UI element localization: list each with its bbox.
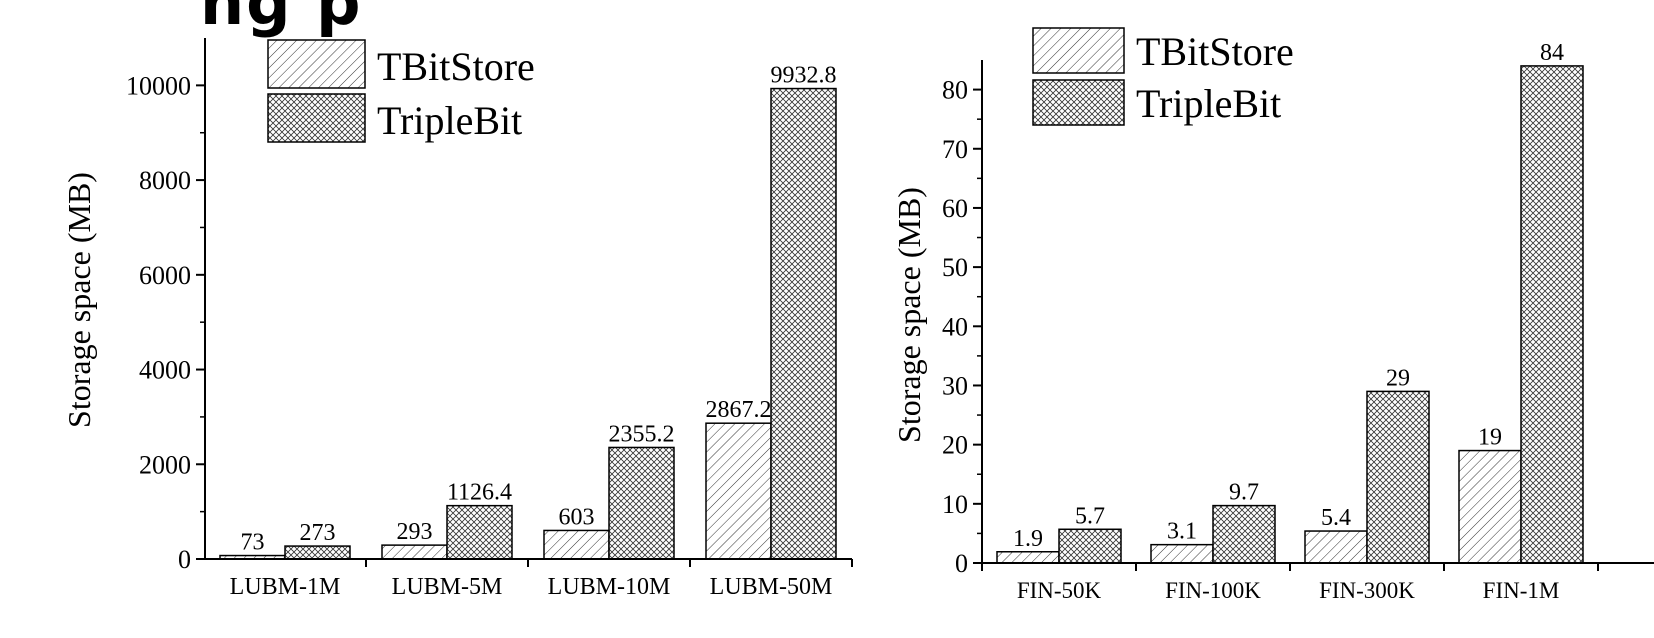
x-tick-label: LUBM-50M (710, 574, 833, 600)
x-tick-label: FIN-100K (1165, 578, 1261, 603)
bar-triplebit-lubm-50m (770, 87, 837, 560)
fin-storage-chart: 1.9 5.7 FIN-50K 3.1 9.7 FIN-100K 5.4 29 FIN-300K… (891, 27, 1654, 603)
page-header-fragment: ng p (200, 0, 363, 39)
y-tick-label: 6000 (139, 261, 191, 290)
y-tick-label: 50 (942, 253, 968, 282)
bar-tbitstore-fin-1m (1458, 449, 1522, 564)
y-tick-label: 10 (942, 490, 968, 519)
y-tick-label: 0 (178, 545, 191, 574)
bar-triplebit-fin-300k (1366, 390, 1430, 564)
bar-tbitstore-fin-300k (1304, 530, 1368, 564)
y-tick-label: 20 (942, 431, 968, 460)
data-label: 1.9 (1013, 526, 1043, 552)
data-label: 293 (397, 519, 433, 545)
bar-tbitstore-fin-50k (996, 551, 1060, 564)
data-label: 5.7 (1075, 503, 1105, 529)
legend-swatch-triplebit (1032, 79, 1125, 126)
bar-triplebit-lubm-1m (284, 545, 351, 560)
bar-tbitstore-lubm-50m (705, 422, 772, 560)
data-label: 5.4 (1321, 505, 1351, 531)
y-tick-label: 10000 (126, 71, 191, 100)
data-label: 2355.2 (609, 421, 675, 447)
legend-swatch-triplebit (267, 93, 366, 143)
bar-triplebit-fin-50k (1058, 528, 1122, 564)
x-tick-label: FIN-300K (1319, 578, 1415, 603)
legend-swatch-tbitstore (267, 39, 366, 89)
bar-tbitstore-fin-100k (1150, 543, 1214, 564)
data-label: 603 (559, 504, 595, 530)
bar-triplebit-lubm-5m (446, 504, 513, 560)
legend-swatch-tbitstore (1032, 27, 1125, 74)
y-tick-label: 80 (942, 76, 968, 105)
data-label: 1126.4 (447, 480, 512, 506)
data-label: 9932.8 (771, 63, 837, 89)
bar-triplebit-fin-100k (1212, 504, 1276, 564)
data-label: 2867.2 (706, 397, 772, 423)
legend-label-tbitstore: TBitStore (1136, 29, 1294, 74)
data-label: 273 (300, 520, 336, 546)
y-tick-label: 30 (942, 371, 968, 400)
y-tick-label: 40 (942, 312, 968, 341)
legend-label-triplebit: TripleBit (1136, 81, 1281, 126)
y-tick-label: 60 (942, 194, 968, 223)
y-tick-label: 8000 (139, 166, 191, 195)
bar-tbitstore-lubm-10m (543, 529, 610, 560)
x-tick-label: FIN-1M (1483, 578, 1560, 603)
data-label: 84 (1540, 40, 1564, 66)
data-label: 3.1 (1167, 519, 1197, 545)
data-label: 19 (1478, 425, 1502, 451)
y-tick-label: 2000 (139, 450, 191, 479)
x-tick-label: LUBM-1M (230, 574, 341, 600)
bar-tbitstore-lubm-5m (381, 544, 448, 560)
y-axis-label: Storage space (MB) (61, 172, 97, 428)
y-tick-label: 70 (942, 135, 968, 164)
legend-label-tbitstore: TBitStore (377, 44, 535, 89)
bar-triplebit-fin-1m (1520, 65, 1584, 564)
x-tick-label: FIN-50K (1017, 578, 1102, 603)
y-axis-label: Storage space (MB) (891, 187, 927, 443)
x-tick-label: LUBM-5M (392, 574, 503, 600)
data-label: 9.7 (1229, 480, 1259, 506)
lubm-storage-chart: 73 273 LUBM-1M 293 1126.4 LUBM-5M 603 2355.2 LUB… (61, 38, 853, 600)
legend-label-triplebit: TripleBit (377, 98, 522, 143)
data-label: 73 (241, 530, 265, 556)
y-tick-label: 4000 (139, 356, 191, 385)
bar-triplebit-lubm-10m (608, 446, 675, 560)
x-tick-label: LUBM-10M (548, 574, 671, 600)
data-label: 29 (1386, 365, 1410, 391)
y-tick-label: 0 (955, 549, 968, 578)
